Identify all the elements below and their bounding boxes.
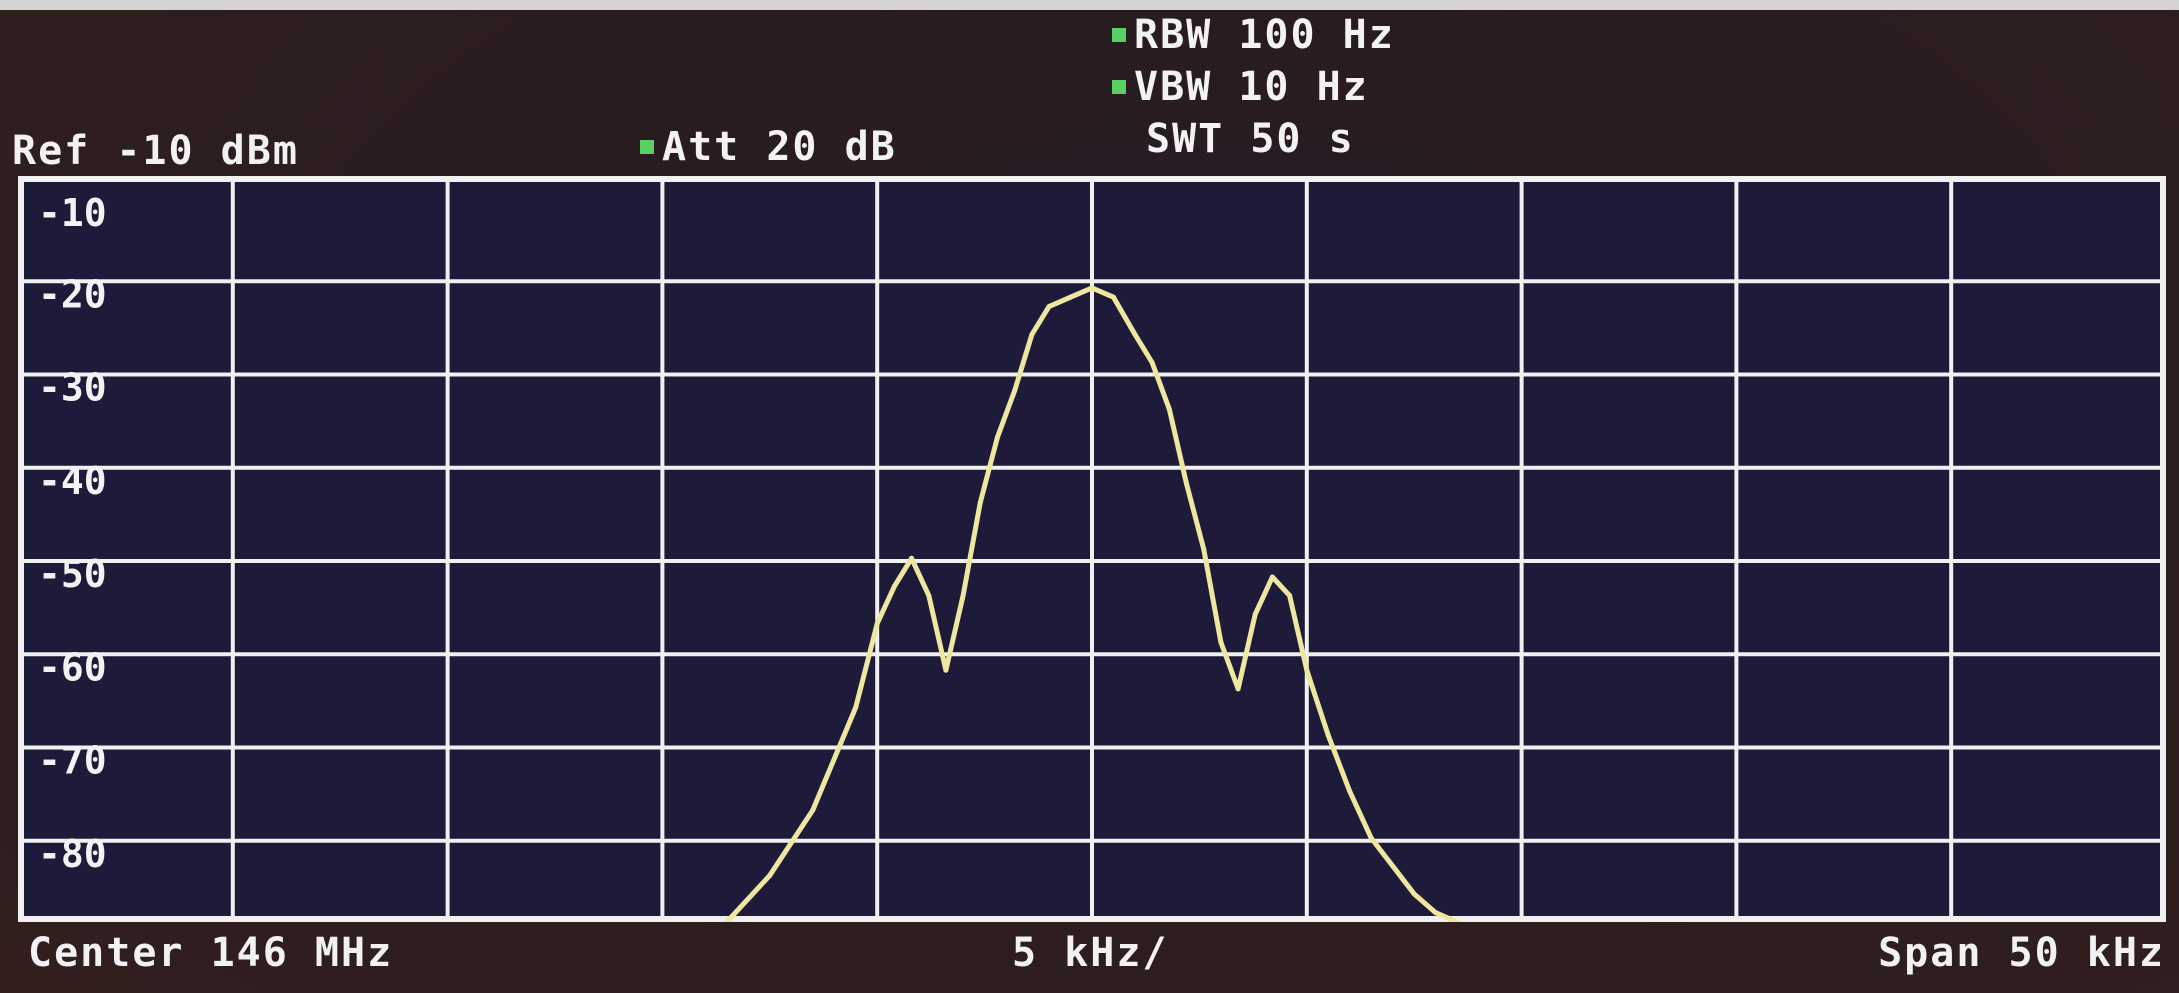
trace-point: [1454, 919, 1460, 922]
sweep-time-label: SWT 50 s: [1146, 116, 1355, 162]
vbw-label: VBW 10 Hz: [1112, 64, 1369, 110]
rbw-marker-icon: [1112, 28, 1126, 42]
spectrum-trace: [724, 285, 1459, 922]
trace-point: [1046, 304, 1052, 310]
trace-point: [1012, 388, 1018, 393]
y-tick-label: -60: [38, 645, 107, 689]
top-border: [0, 0, 2179, 10]
trace-point: [1068, 294, 1073, 300]
center-frequency-label: Center 146 MHz: [28, 930, 394, 976]
trace-point: [995, 434, 1000, 440]
trace-point: [1304, 667, 1310, 673]
trace-point: [1201, 546, 1207, 552]
trace-point: [1132, 332, 1138, 337]
spectrum-graticule: -10 -20 -30 -40 -50 -60 -70 -80: [18, 176, 2166, 922]
trace-point: [1184, 481, 1189, 487]
reference-level-label: Ref -10 dBm: [12, 128, 299, 174]
trace-point: [767, 872, 773, 878]
y-tick-label: -40: [38, 459, 107, 503]
trace-point: [960, 593, 966, 599]
trace-point: [1111, 294, 1116, 300]
trace-point: [1252, 611, 1258, 617]
trace-point: [1149, 360, 1155, 365]
trace-point: [1411, 891, 1417, 897]
trace-point: [1347, 789, 1353, 794]
trace-point: [1218, 639, 1224, 645]
trace-point: [1269, 574, 1275, 580]
y-tick-label: -50: [38, 552, 107, 596]
trace-point: [1166, 406, 1172, 412]
y-tick-label: -80: [38, 832, 107, 876]
frequency-division-label: 5 kHz/: [1012, 930, 1169, 976]
y-tick-label: -70: [38, 739, 107, 783]
trace-point: [926, 593, 932, 599]
attenuation-label: Att 20 dB: [640, 124, 897, 170]
trace-point: [1235, 686, 1241, 692]
trace-layer: [724, 285, 1460, 922]
trace-point: [1390, 863, 1396, 869]
attenuation-marker-icon: [640, 140, 654, 154]
y-tick-label: -20: [38, 272, 107, 316]
spectrum-plot: -10 -20 -30 -40 -50 -60 -70 -80: [18, 176, 2166, 922]
y-tick-labels: -10 -20 -30 -40 -50 -60 -70 -80: [38, 191, 107, 876]
trace-point: [853, 705, 859, 710]
trace-point: [909, 555, 915, 561]
trace-point: [1287, 593, 1293, 599]
grid-lines: [18, 176, 2166, 922]
trace-point: [1433, 910, 1439, 916]
y-tick-label: -30: [38, 366, 107, 410]
trace-point: [874, 621, 880, 627]
trace-point: [1368, 835, 1374, 841]
trace-point: [810, 807, 816, 813]
trace-point: [1325, 733, 1331, 738]
trace-point: [1029, 332, 1035, 337]
span-label: Span 50 kHz: [1878, 930, 2165, 976]
trace-point: [977, 499, 983, 505]
trace-point: [891, 583, 897, 589]
vbw-marker-icon: [1112, 80, 1126, 94]
trace-point: [1089, 285, 1095, 291]
trace-point: [724, 919, 730, 922]
rbw-label: RBW 100 Hz: [1112, 12, 1395, 58]
trace-point: [943, 667, 949, 673]
y-tick-label: -10: [38, 191, 107, 235]
